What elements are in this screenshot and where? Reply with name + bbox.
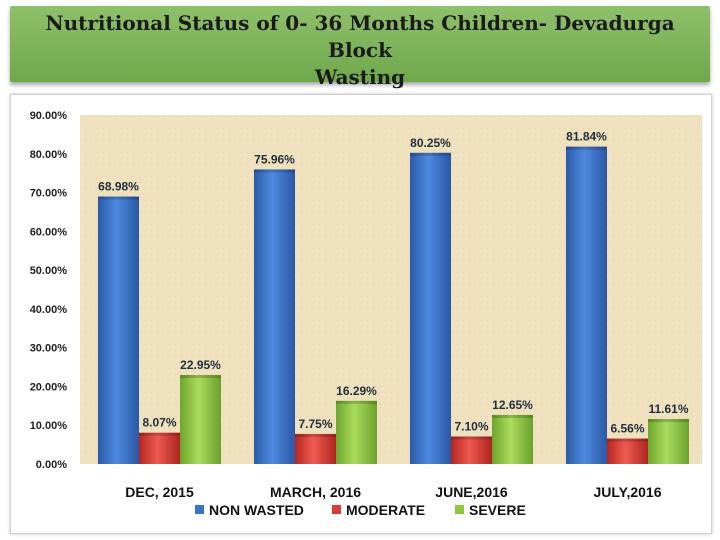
x-category-label: JUNE,2016: [435, 484, 508, 500]
bar-top-edge: [139, 432, 180, 436]
data-label: 22.95%: [180, 358, 221, 372]
data-label: 6.56%: [610, 422, 644, 436]
bar-top-edge: [180, 375, 221, 379]
bar-non-wasted: [566, 146, 607, 464]
data-label: 16.29%: [336, 384, 377, 398]
legend-label: SEVERE: [469, 502, 526, 518]
bar-top-edge: [607, 438, 648, 442]
title-banner: [10, 6, 710, 82]
y-tick-label: 10.00%: [30, 420, 68, 432]
data-label: 81.84%: [566, 130, 607, 144]
bar-top-edge: [566, 146, 607, 150]
data-label: 7.75%: [298, 417, 332, 431]
bar-non-wasted: [98, 196, 139, 464]
data-label: 12.65%: [492, 398, 533, 412]
bar-moderate: [607, 438, 648, 464]
y-tick-label: 20.00%: [30, 381, 68, 393]
bar-top-edge: [648, 418, 689, 422]
y-tick-label: 0.00%: [36, 459, 67, 471]
bar-moderate: [139, 432, 180, 464]
bar-top-edge: [492, 414, 533, 418]
bar-top-edge: [410, 152, 451, 156]
data-label: 7.10%: [454, 419, 488, 433]
data-label: 68.98%: [98, 180, 139, 194]
bar-severe: [492, 414, 533, 464]
bar-moderate: [451, 436, 492, 464]
bar-top-edge: [98, 196, 139, 200]
y-tick-label: 70.00%: [30, 188, 68, 200]
data-label: 11.61%: [648, 402, 688, 416]
data-label: 80.25%: [410, 136, 451, 150]
legend-swatch: [455, 505, 464, 514]
bar-moderate: [295, 433, 336, 464]
bar-severe: [336, 400, 377, 464]
y-tick-label: 90.00%: [30, 110, 68, 122]
legend-swatch: [195, 505, 204, 514]
y-tick-label: 60.00%: [30, 226, 68, 238]
bar-non-wasted: [254, 169, 295, 464]
x-category-label: MARCH, 2016: [270, 484, 361, 500]
y-tick-label: 30.00%: [30, 343, 68, 355]
legend-label: NON WASTED: [209, 502, 304, 518]
bar-severe: [180, 375, 221, 464]
data-label: 75.96%: [254, 152, 295, 166]
bar-non-wasted: [410, 152, 451, 464]
bar-severe: [648, 418, 689, 464]
legend-swatch: [332, 505, 341, 514]
bar-top-edge: [295, 433, 336, 437]
y-tick-label: 40.00%: [30, 304, 68, 316]
chart-title: Nutritional Status of 0- 36 Months Child…: [10, 10, 710, 91]
x-category-label: JULY,2016: [594, 484, 662, 500]
bar-top-edge: [451, 436, 492, 440]
data-label: 8.07%: [142, 416, 176, 430]
legend-label: MODERATE: [346, 502, 425, 518]
y-tick-label: 50.00%: [30, 265, 68, 277]
bar-top-edge: [254, 169, 295, 173]
x-category-label: DEC, 2015: [125, 484, 194, 500]
plot-area: [80, 115, 702, 464]
bar-top-edge: [336, 400, 377, 404]
y-tick-label: 80.00%: [30, 149, 68, 161]
title-line-2: Wasting: [314, 65, 406, 89]
title-line-1: Nutritional Status of 0- 36 Months Child…: [45, 11, 675, 62]
